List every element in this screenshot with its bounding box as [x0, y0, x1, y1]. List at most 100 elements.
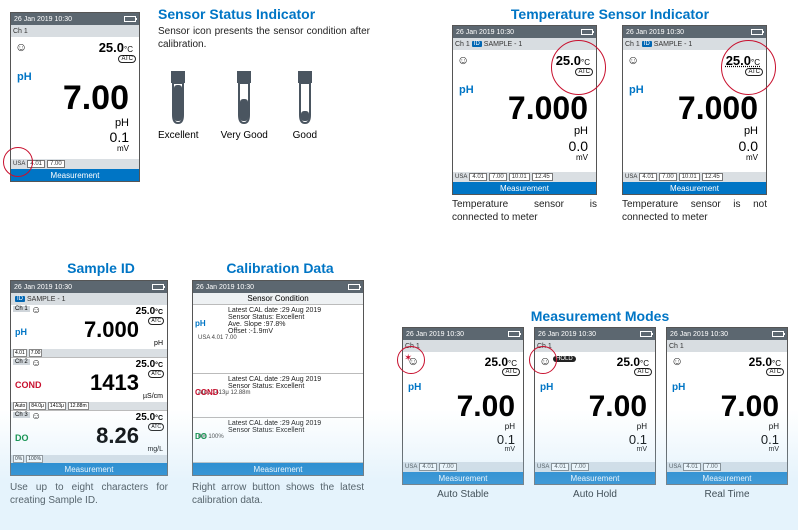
battery-icon [124, 16, 136, 22]
atc-badge: ATC [745, 68, 763, 76]
sub-unit: mV [576, 153, 588, 162]
screen-mode: 26 Jan 2019 10:30Ch 1✶☺25.0°CATCpH7.00pH… [402, 327, 524, 485]
cal-line: Sensor Status: Excellent [228, 314, 360, 321]
section-title-sample-id: Sample ID [36, 260, 166, 276]
meas-label: pH [459, 84, 474, 96]
meas-label: DO [195, 432, 207, 441]
ch-tag: Ch 3 [13, 412, 30, 418]
battery-icon [640, 331, 652, 337]
sensor-tube-icon [290, 69, 320, 127]
atc-badge: ATC [502, 368, 520, 376]
screen-mode: 26 Jan 2019 10:30Ch 1☺25.0°CATCpH7.00pH0… [666, 327, 788, 485]
ch-label: Ch 1 [455, 41, 470, 48]
cal-line: Latest CAL date :29 Aug 2019 [228, 420, 360, 427]
sensor-tube-icon [163, 69, 193, 127]
screen-cal-data: 26 Jan 2019 10:30 Sensor Condition pHLat… [192, 280, 364, 476]
temperature-value: 25.0°C [556, 53, 590, 68]
datetime: 26 Jan 2019 10:30 [538, 331, 596, 338]
top-bar: 26 Jan 2019 10:30 [403, 328, 523, 340]
cal-line: Sensor Status: Excellent [228, 383, 360, 390]
smiley-icon: ☺ [627, 53, 639, 67]
main-unit: mg/L [147, 446, 163, 453]
cal-point: 12.88m [68, 402, 89, 410]
mode-col: 26 Jan 2019 10:30Ch 1☺25.0°CATCpH7.00pH0… [666, 327, 788, 500]
sub-unit: mV [505, 446, 516, 453]
caption-cal-data: Right arrow button shows the latest cali… [192, 482, 364, 507]
cal-point: 4.01 [683, 463, 701, 471]
cal-point: 7.00 [47, 160, 65, 168]
multi-channel: Ch 1☺25.0°CATCpH7.000pH4.017.00Ch 2☺25.0… [11, 305, 167, 463]
main-unit: pH [154, 340, 163, 347]
meas-label: COND [195, 388, 219, 397]
meas-label: pH [195, 319, 206, 328]
screen-sensor-status: 26 Jan 2019 10:30 Ch 1 ☺ 25.0°C ATC pH 7… [10, 12, 140, 182]
section-title-sensor-status: Sensor Status Indicator [158, 6, 370, 22]
main-value: 7.00 [589, 390, 647, 424]
mode-label: Auto Stable [402, 489, 524, 500]
sub-unit: mV [117, 144, 129, 153]
channel-bar: Ch 1 [403, 340, 523, 352]
cal-point: 10.01 [509, 173, 530, 181]
cal-points-row: USA 4.01 7.00 10.01 12.45 [623, 172, 766, 182]
cal-point: 7.00 [703, 463, 721, 471]
meas-bar: Measurement [623, 182, 766, 194]
datetime: 26 Jan 2019 10:30 [626, 29, 684, 36]
sensor-icons-row: Excellent Very Good Good [158, 69, 370, 141]
cal-point: 4.01 [469, 173, 487, 181]
channel-row: Ch 3☺25.0°CATCDO8.26mg/L0%100% [11, 410, 167, 463]
battery-icon [581, 29, 593, 35]
cal-points-row: USA4.017.00 [667, 462, 787, 472]
battery-icon [348, 284, 360, 290]
top-bar: 26 Jan 2019 10:30 [535, 328, 655, 340]
channel-bar: Ch 1 [535, 340, 655, 352]
main-panel: ☺ 25.0°C ATC pH 7.000 pH 0.0 mV [453, 50, 596, 172]
sub-value: 0.1 [110, 129, 129, 145]
sub-unit: mV [769, 446, 780, 453]
battery-icon [751, 29, 763, 35]
meas-label: COND [15, 380, 42, 390]
top-bar: 26 Jan 2019 10:30 [11, 281, 167, 293]
main-panel: ☺25.0°CATCpH7.00pH0.1mV [667, 352, 787, 462]
atc-badge: ATC [148, 423, 164, 431]
battery-icon [152, 284, 164, 290]
section-desc-sensor-status: Sensor icon presents the sensor conditio… [158, 26, 370, 51]
sensor-icon-very-good: Very Good [221, 69, 268, 141]
cal-point: 7.00 [571, 463, 589, 471]
atc-badge: ATC [118, 55, 136, 63]
meas-label: pH [629, 84, 644, 96]
smiley-icon: ☺ [15, 40, 27, 54]
cal-point: 12.45 [702, 173, 723, 181]
cal-point: 4.01 [13, 349, 27, 357]
meas-label: pH [672, 382, 685, 393]
hold-badge: HOLD [553, 356, 576, 362]
cal-block: CONDLatest CAL date :29 Aug 2019Sensor S… [193, 374, 363, 419]
atc-badge: ATC [148, 317, 164, 325]
top-bar: 26 Jan 2019 10:30 [623, 26, 766, 38]
id-chip: ID [472, 41, 482, 47]
atc-badge: ATC [766, 368, 784, 376]
cal-line: Sensor Status: Excellent [228, 427, 360, 434]
main-unit: pH [115, 117, 129, 129]
atc-badge: ATC [634, 368, 652, 376]
main-value: 1413 [90, 370, 139, 396]
cal-points-row: 0%100% [11, 455, 167, 463]
main-value: 8.26 [96, 423, 139, 449]
meas-bar: Measurement [403, 472, 523, 484]
meas-label: pH [15, 327, 27, 337]
atc-badge: ATC [148, 370, 164, 378]
smiley-icon: ☺ [407, 354, 419, 368]
datetime: 26 Jan 2019 10:30 [670, 331, 728, 338]
cal-point: 12.45 [532, 173, 553, 181]
meas-label: pH [17, 71, 32, 83]
cal-point: 7.00 [29, 349, 43, 357]
sub-value: 0.1 [497, 432, 515, 447]
cal-foot: 0% 100% [198, 434, 360, 440]
ch-label: Ch 1 [537, 343, 552, 350]
sub-value: 0.1 [629, 432, 647, 447]
cal-line: Latest CAL date :29 Aug 2019 [228, 307, 360, 314]
channel-row: Ch 1☺25.0°CATCpH7.000pH4.017.00 [11, 305, 167, 357]
main-panel: ☺ 25.0°C ATC pH 7.000 pH 0.0 mV [623, 50, 766, 172]
main-panel: ☺HOLD25.0°CATCpH7.00pH0.1mV [535, 352, 655, 462]
caption-not-connected: Temperature sensor is not connected to m… [622, 199, 767, 224]
meas-label: pH [408, 382, 421, 393]
